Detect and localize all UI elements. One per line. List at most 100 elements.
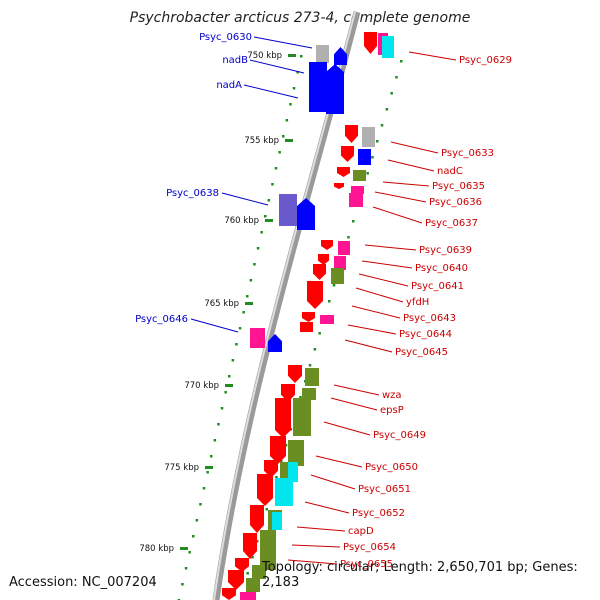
gene-block xyxy=(309,62,327,112)
gene-label: Psyc_0649 xyxy=(373,430,426,441)
track-dot xyxy=(299,396,302,399)
gene-label: Psyc_0639 xyxy=(419,245,472,256)
gene-block xyxy=(281,384,295,402)
leader-line xyxy=(374,191,427,203)
gene-label: wza xyxy=(382,390,402,401)
gene-block xyxy=(235,558,249,572)
gene-block xyxy=(279,194,297,226)
gene-label: Psyc_0644 xyxy=(399,329,452,340)
gene-label: Psyc_0645 xyxy=(395,347,448,358)
track-dot xyxy=(181,583,184,586)
gene-block xyxy=(305,368,319,386)
gene-block xyxy=(246,578,260,592)
topology-label: Topology: circular; Length: 2,650,701 bp… xyxy=(262,560,578,590)
track-dot xyxy=(253,263,256,266)
leader-line xyxy=(190,318,239,333)
gene-block xyxy=(334,47,347,65)
kbp-label: 755 kbp xyxy=(244,136,279,146)
leader-line xyxy=(310,474,356,490)
kbp-tick xyxy=(285,139,293,142)
gene-block xyxy=(270,436,286,464)
kbp-tick xyxy=(245,302,253,305)
kbp-label: 750 kbp xyxy=(247,51,282,61)
gene-label: Psyc_0633 xyxy=(441,148,494,159)
gene-label: Psyc_0629 xyxy=(459,55,512,66)
gene-label: Psyc_0638 xyxy=(166,188,219,199)
track-dot xyxy=(385,108,389,111)
track-dot xyxy=(199,503,202,506)
track-dot xyxy=(313,348,317,351)
outer-dot-track xyxy=(177,55,303,600)
gene-block xyxy=(300,322,313,332)
gene-features xyxy=(222,32,394,600)
track-dot xyxy=(210,455,213,458)
track-dot xyxy=(206,471,209,474)
gene-block xyxy=(250,505,264,533)
gene-block xyxy=(252,565,266,579)
gene-block xyxy=(318,254,329,265)
track-dot xyxy=(395,76,398,79)
track-dot xyxy=(184,567,188,570)
leader-line xyxy=(358,273,409,287)
gene-block xyxy=(293,398,311,436)
kbp-label: 760 kbp xyxy=(224,216,259,226)
track-dot xyxy=(249,279,253,282)
leader-line xyxy=(355,287,404,303)
track-dot xyxy=(242,311,245,314)
gene-block xyxy=(341,146,354,162)
leader-line xyxy=(249,59,305,74)
track-dot xyxy=(366,172,369,175)
accession-label: Accession: NC_007204 xyxy=(9,575,157,590)
gene-label: nadC xyxy=(437,166,463,177)
gene-block xyxy=(353,170,366,181)
track-dot xyxy=(285,119,289,122)
track-dot xyxy=(390,92,393,95)
track-dot xyxy=(352,220,355,223)
gene-labels: Psyc_0630 nadB nadA Psyc_0638 Psyc_0646 Psyc_… xyxy=(135,32,512,570)
leader-line xyxy=(287,559,338,565)
track-dot xyxy=(332,284,336,287)
page-title: Psychrobacter arcticus 273-4, complete g… xyxy=(129,10,471,26)
leader-line xyxy=(333,384,380,396)
leader-line xyxy=(347,324,397,335)
gene-block xyxy=(334,183,344,189)
track-dot xyxy=(380,124,384,127)
track-dot xyxy=(271,183,274,186)
gene-block xyxy=(297,198,315,230)
leader-line xyxy=(408,51,457,61)
leader-line xyxy=(361,260,413,269)
track-dot xyxy=(256,247,260,250)
gene-label: Psyc_0640 xyxy=(415,263,468,274)
kbp-label: 780 kbp xyxy=(139,544,174,554)
gene-block xyxy=(321,240,333,250)
gene-label: capD xyxy=(348,526,374,537)
gene-block xyxy=(275,478,293,506)
kbp-tick xyxy=(288,54,296,57)
gene-label: Psyc_0651 xyxy=(358,484,411,495)
gene-block xyxy=(316,45,329,63)
track-dot xyxy=(278,151,281,154)
kbp-tick xyxy=(225,384,233,387)
leader-line xyxy=(291,544,341,548)
track-dot xyxy=(260,231,263,234)
track-dot xyxy=(267,199,271,202)
gene-label: Psyc_0643 xyxy=(403,313,456,324)
gene-block xyxy=(307,281,323,309)
gene-block xyxy=(275,398,291,438)
gene-block xyxy=(302,312,315,322)
track-dot xyxy=(188,551,191,554)
gene-block xyxy=(334,256,346,270)
gene-label: Psyc_0635 xyxy=(432,181,485,192)
kbp-tick xyxy=(265,219,273,222)
gene-block xyxy=(345,125,358,143)
gene-block xyxy=(250,328,265,348)
leader-line xyxy=(221,192,269,206)
gene-block xyxy=(288,440,304,466)
track-dot xyxy=(264,215,267,218)
gene-label: Psyc_0646 xyxy=(135,314,188,325)
kbp-label: 765 kbp xyxy=(204,299,239,309)
track-dot xyxy=(282,135,285,138)
gene-label: Psyc_0652 xyxy=(352,508,405,519)
track-dot xyxy=(217,423,220,426)
track-dot xyxy=(275,476,278,479)
